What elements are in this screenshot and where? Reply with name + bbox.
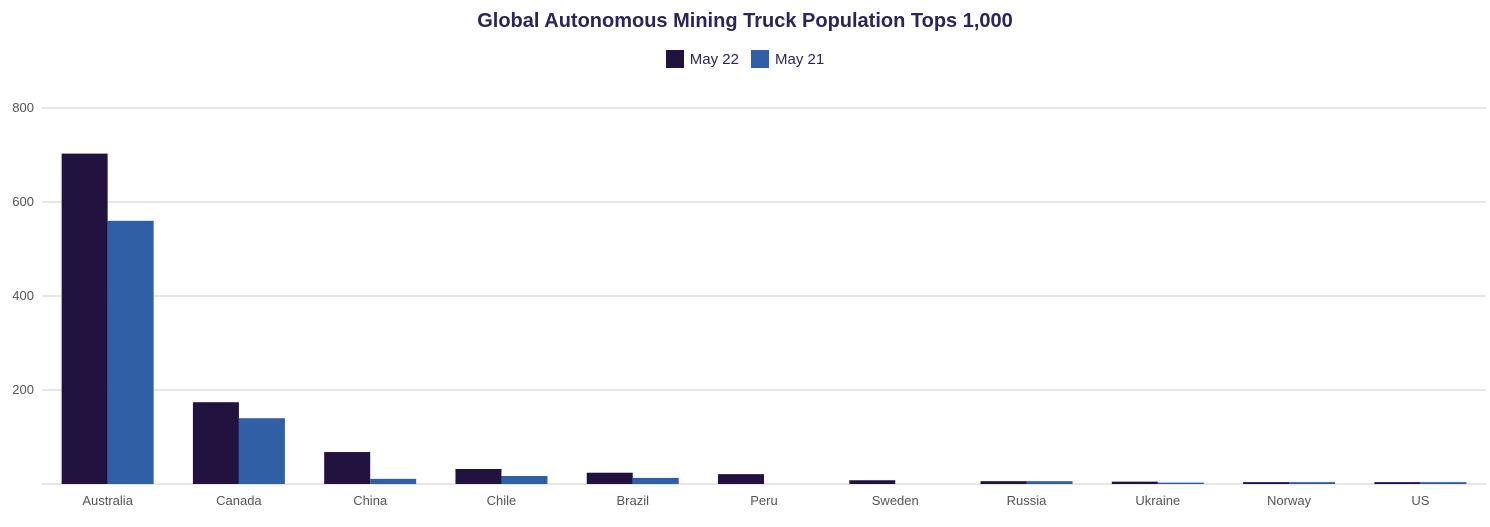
legend-swatch-series-1 (665, 50, 684, 68)
x-tick-label: Sweden (872, 493, 919, 508)
x-tick-label: Chile (487, 493, 517, 508)
bar-russia-series-2[interactable] (1026, 481, 1073, 484)
x-tick-label: Ukraine (1135, 493, 1180, 508)
y-tick-label: 800 (12, 100, 34, 115)
x-tick-label: Peru (750, 493, 777, 508)
legend-swatch-series-2 (751, 50, 769, 68)
legend-item-series-1[interactable]: May 22 (665, 50, 739, 68)
bar-russia-series-1[interactable] (980, 481, 1027, 484)
x-tick-label: Brazil (616, 493, 649, 508)
bar-peru-series-1[interactable] (718, 474, 764, 484)
bar-australia-series-2[interactable] (107, 220, 154, 485)
x-tick-label: Canada (216, 493, 262, 508)
bar-sweden-series-1[interactable] (849, 480, 896, 484)
y-tick-label: 400 (12, 288, 34, 303)
bar-ukraine-series-2[interactable] (1157, 482, 1204, 484)
bar-chile-series-2[interactable] (501, 476, 548, 484)
bar-china-series-1[interactable] (324, 452, 371, 484)
bar-norway-series-2[interactable] (1289, 482, 1336, 484)
bar-canada-series-2[interactable] (238, 418, 285, 484)
x-tick-label: US (1411, 493, 1429, 508)
bar-brazil-series-2[interactable] (632, 477, 679, 484)
bar-us-series-1[interactable] (1374, 482, 1421, 484)
legend-item-series-2[interactable]: May 21 (751, 50, 824, 68)
bar-australia-series-1[interactable] (61, 153, 108, 484)
x-tick-label: China (353, 493, 388, 508)
bar-ukraine-series-1[interactable] (1111, 481, 1158, 484)
x-tick-label: Norway (1267, 493, 1312, 508)
chart-title: Global Autonomous Mining Truck Populatio… (477, 10, 1013, 32)
y-tick-label: 200 (12, 382, 34, 397)
bar-us-series-2[interactable] (1420, 482, 1467, 484)
x-tick-label: Russia (1007, 493, 1048, 508)
bar-canada-series-1[interactable] (192, 402, 239, 484)
legend-label-series-1: May 22 (689, 50, 739, 68)
bar-china-series-2[interactable] (370, 478, 417, 484)
y-tick-label: 600 (12, 194, 34, 209)
legend-label-series-2: May 21 (775, 50, 825, 68)
bar-brazil-series-1[interactable] (586, 472, 633, 484)
x-tick-label: Australia (82, 493, 133, 508)
bar-chile-series-1[interactable] (455, 468, 502, 484)
legend: May 22 May 21 (0, 50, 1490, 68)
bar-norway-series-1[interactable] (1243, 482, 1290, 484)
